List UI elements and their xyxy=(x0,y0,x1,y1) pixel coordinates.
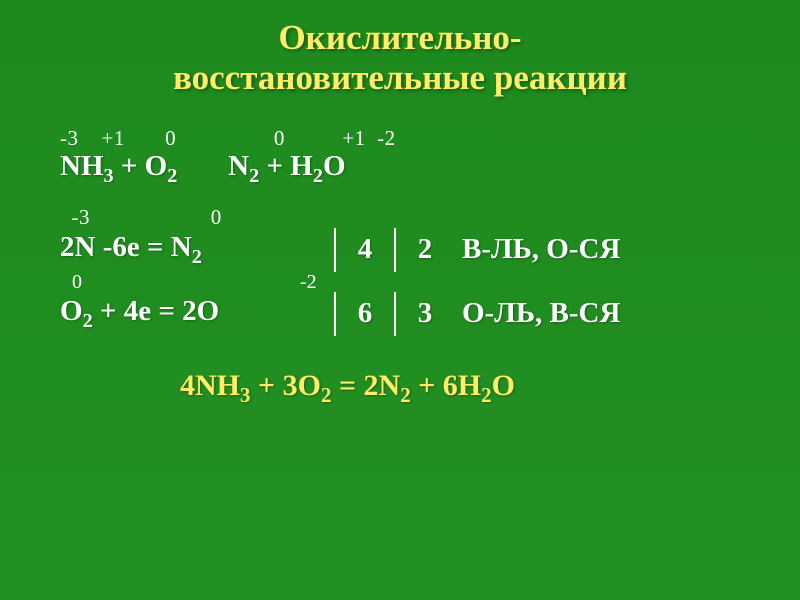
half-reaction-1-row: 2N -6e = N2 4 2 В-ЛЬ, О-СЯ xyxy=(60,228,750,272)
final-a: 4NH xyxy=(180,369,240,402)
half1-text: 2N -6e = N xyxy=(60,231,192,263)
sub: 2 xyxy=(481,383,492,407)
slide-content: -3 +1 0 0 +1 -2 NH3 + O2 N2 + H2O -3 0 2… xyxy=(50,127,750,408)
sub: 2 xyxy=(321,383,332,407)
title-line-1: Окислительно- xyxy=(278,18,521,57)
equation-1: NH3 + O2 N2 + H2O xyxy=(60,149,750,188)
half-reaction-2: O2 + 4e = 2O xyxy=(60,295,320,333)
coef-1b: 2 xyxy=(410,233,440,266)
oxidation-states-row-2: -3 0 xyxy=(60,206,750,228)
final-c: = 2N xyxy=(331,369,400,402)
sub: 2 xyxy=(400,383,411,407)
final-e: O xyxy=(492,369,515,402)
sub: 3 xyxy=(104,164,114,186)
eq1-part-b: + O xyxy=(114,150,168,182)
final-b: + 3O xyxy=(251,369,321,402)
eq1-part-d: + H xyxy=(259,150,313,182)
sub: 2 xyxy=(313,164,323,186)
divider-bar xyxy=(394,292,396,336)
title-line-2: восстановительные реакции xyxy=(173,58,627,97)
slide: Окислительно- восстановительные реакции … xyxy=(0,0,800,600)
sub: 2 xyxy=(167,164,177,186)
divider-bar xyxy=(394,228,396,272)
slide-title: Окислительно- восстановительные реакции xyxy=(50,18,750,99)
half-reaction-2-row: O2 + 4e = 2O 6 3 О-ЛЬ, В-СЯ xyxy=(60,292,750,336)
divider-bar xyxy=(334,228,336,272)
eq1-part-a: NH xyxy=(60,150,104,182)
oxidation-states-row-3: 0 -2 xyxy=(60,272,750,292)
sub: 2 xyxy=(249,164,259,186)
oxidation-states-row-1: -3 +1 0 0 +1 -2 xyxy=(60,127,750,149)
half2-text-b: + 4e = 2O xyxy=(93,295,219,327)
eq1-part-e: O xyxy=(323,150,346,182)
final-d: + 6H xyxy=(411,369,481,402)
sub: 3 xyxy=(240,383,251,407)
equation-final: 4NH3 + 3O2 = 2N2 + 6H2O xyxy=(60,368,750,408)
eq1-part-c: N xyxy=(177,150,249,182)
half-reaction-1: 2N -6e = N2 xyxy=(60,231,320,269)
ox3b: -2 xyxy=(300,271,317,293)
divider-bar xyxy=(334,292,336,336)
sub: 2 xyxy=(83,310,93,332)
coef-1a: 4 xyxy=(350,233,380,266)
sub: 2 xyxy=(192,246,202,268)
coef-2a: 6 xyxy=(350,297,380,330)
coef-2b: 3 xyxy=(410,297,440,330)
half2-text-a: O xyxy=(60,295,83,327)
role-2: О-ЛЬ, В-СЯ xyxy=(462,297,620,330)
ox3a: 0 xyxy=(72,272,90,292)
role-1: В-ЛЬ, О-СЯ xyxy=(462,233,620,266)
